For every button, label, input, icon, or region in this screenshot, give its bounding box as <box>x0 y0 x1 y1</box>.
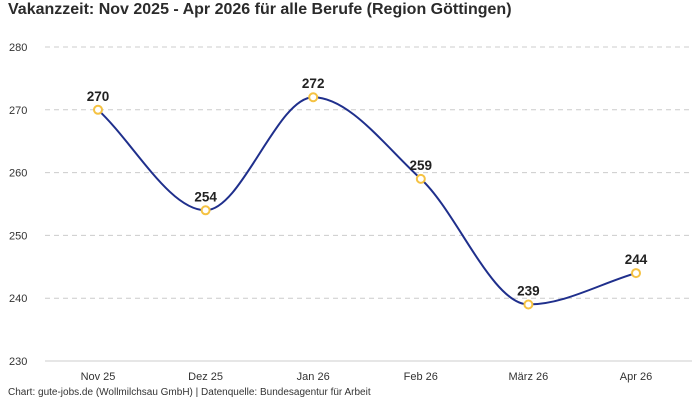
series-line <box>97 96 637 306</box>
y-axis-ticks: 230 240 250 260 270 280 <box>9 42 27 368</box>
y-tick-label: 240 <box>9 293 27 305</box>
data-label: 239 <box>517 283 540 298</box>
data-label: 272 <box>302 76 325 91</box>
data-point <box>93 104 103 115</box>
gridlines <box>45 46 692 362</box>
chart-title: Vakanzzeit: Nov 2025 - Apr 2026 für alle… <box>8 1 512 18</box>
data-point <box>308 92 319 103</box>
data-point <box>631 268 641 279</box>
series-layer <box>93 92 641 310</box>
data-label: 244 <box>625 252 648 267</box>
x-tick-label: Feb 26 <box>404 371 438 383</box>
y-tick-label: 260 <box>9 168 27 180</box>
data-label: 254 <box>194 189 217 204</box>
x-tick-label: Apr 26 <box>620 371 652 383</box>
data-label: 259 <box>410 158 433 173</box>
x-axis-ticks: Nov 25 Dez 25 Jan 26 Feb 26 März 26 Apr 26 <box>81 371 653 383</box>
data-labels: 270 254 272 259 239 244 <box>87 76 648 298</box>
data-point <box>200 205 211 216</box>
x-tick-label: Dez 25 <box>188 371 223 383</box>
x-tick-label: Nov 25 <box>81 371 116 383</box>
data-point <box>415 173 426 184</box>
x-tick-label: März 26 <box>509 371 549 383</box>
y-tick-label: 270 <box>9 105 27 117</box>
y-tick-label: 230 <box>9 356 27 368</box>
y-tick-label: 250 <box>9 230 27 242</box>
data-label: 270 <box>87 89 110 104</box>
x-tick-label: Jan 26 <box>297 371 330 383</box>
y-tick-label: 280 <box>9 42 27 54</box>
chart-source-note: Chart: gute-jobs.de (Wollmilchsau GmbH) … <box>8 387 371 398</box>
data-point <box>523 299 534 310</box>
